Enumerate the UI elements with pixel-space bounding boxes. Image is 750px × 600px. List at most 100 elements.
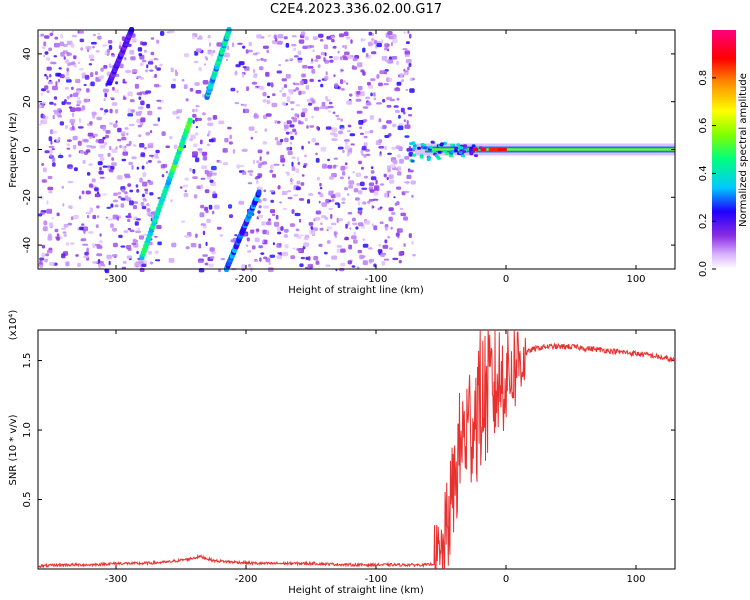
heatmap-cell [284, 137, 289, 143]
heatmap-cell [265, 71, 270, 77]
heatmap-cell [307, 199, 311, 204]
heatmap-cell [303, 154, 308, 158]
heatmap-cell [111, 162, 117, 167]
heatmap-cell [268, 261, 271, 265]
heatmap-cell [96, 116, 102, 121]
heatmap-cell [383, 258, 390, 261]
heatmap-cell [247, 49, 253, 53]
heatmap-cell [367, 101, 371, 106]
heatmap-cell [67, 139, 72, 142]
heatmap-cell [372, 198, 379, 201]
heatmap-cell [363, 154, 367, 158]
heatmap-cell [44, 116, 49, 120]
heatmap-cell [91, 41, 97, 45]
heatmap-cell [144, 188, 149, 191]
heatmap-cell [51, 30, 55, 33]
heatmap-cell [339, 79, 344, 85]
heatmap-cell [338, 218, 343, 221]
heatmap-cell [189, 87, 194, 92]
heatmap-cell [78, 195, 82, 200]
heatmap-cell [257, 173, 263, 178]
heatmap-cell [299, 234, 304, 237]
heatmap-cell [347, 260, 352, 265]
heatmap-cell [319, 106, 326, 109]
heatmap-cell [262, 141, 268, 145]
heatmap-cell [53, 55, 57, 58]
heatmap-cell [399, 207, 404, 210]
heatmap-cell [260, 58, 264, 61]
heatmap-cell [405, 88, 408, 91]
heatmap-cell [260, 252, 265, 255]
heatmap-cell [365, 96, 371, 100]
carrier-turbulence [412, 153, 417, 157]
heatmap-cell [229, 134, 232, 140]
heatmap-cell [267, 82, 271, 87]
heatmap-cell [367, 200, 371, 204]
heatmap-cell [240, 103, 244, 106]
heatmap-cell [303, 242, 309, 247]
heatmap-cell [276, 226, 281, 232]
heatmap-cell [302, 45, 309, 49]
heatmap-cell [254, 86, 257, 89]
heatmap-cell [361, 166, 364, 170]
heatmap-cell [254, 237, 260, 243]
heatmap-cell [294, 131, 298, 136]
heatmap-cell [49, 74, 52, 78]
heatmap-cell [129, 189, 134, 193]
heatmap-cell [381, 261, 386, 266]
heatmap-cell [315, 152, 318, 156]
heatmap-cell [337, 146, 344, 150]
heatmap-cell [120, 245, 126, 248]
heatmap-cell [317, 79, 321, 82]
heatmap-cell [195, 108, 198, 113]
heatmap-cell [315, 158, 320, 163]
heatmap-cell [357, 210, 363, 214]
heatmap-cell [195, 157, 200, 163]
heatmap-cell [71, 122, 74, 126]
heatmap-cell [313, 255, 319, 261]
heatmap-cell [281, 101, 287, 106]
heatmap-cell [335, 115, 340, 118]
heatmap-cell [282, 190, 288, 195]
heatmap-cell [300, 256, 305, 260]
heatmap-cell [183, 84, 188, 90]
heatmap-cell [327, 158, 331, 162]
heatmap-cell [57, 108, 62, 111]
heatmap-cell [212, 210, 215, 215]
heatmap-cell [358, 120, 364, 125]
heatmap-cell [195, 126, 199, 129]
heatmap-cell [256, 180, 259, 184]
heatmap-cell [92, 33, 97, 37]
heatmap-cell [344, 187, 348, 191]
heatmap-cell [254, 130, 258, 133]
heatmap-cell [90, 81, 95, 87]
heatmap-cell [381, 39, 384, 44]
heatmap-cell [280, 226, 284, 231]
heatmap-cell [284, 228, 289, 233]
carrier-turbulence [462, 150, 467, 154]
heatmap-cell [236, 90, 239, 93]
heatmap-cell [92, 135, 96, 139]
heatmap-cell [298, 250, 302, 253]
heatmap-cell [97, 161, 103, 166]
heatmap-cell [228, 204, 233, 209]
carrier-turbulence [423, 146, 427, 150]
heatmap-cell [332, 45, 337, 49]
heatmap-cell [147, 110, 153, 116]
heatmap-cell [109, 65, 114, 69]
heatmap-cell [306, 125, 309, 129]
heatmap-cell [321, 202, 328, 207]
heatmap-cell [335, 192, 341, 198]
heatmap-cell [360, 150, 364, 154]
heatmap-cell [143, 233, 147, 236]
colorbar-tick-label: 0.0 [698, 261, 709, 277]
heatmap-cell [195, 132, 199, 136]
carrier-turbulence [434, 154, 439, 158]
heatmap-cell [127, 108, 132, 113]
heatmap-cell [90, 145, 96, 149]
heatmap-cell [404, 54, 410, 57]
carrier-turbulence [450, 149, 455, 153]
heatmap-cell [171, 242, 177, 248]
heatmap-cell [360, 225, 365, 229]
heatmap-cell [316, 176, 320, 181]
